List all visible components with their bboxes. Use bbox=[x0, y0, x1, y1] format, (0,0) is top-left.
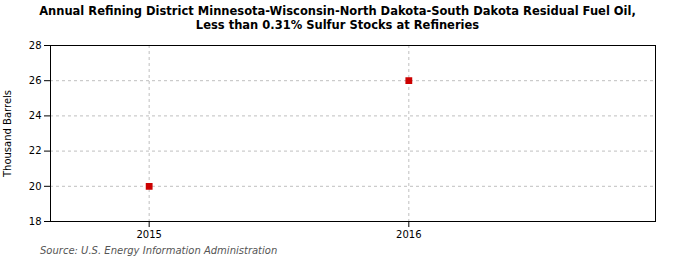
svg-text:18: 18 bbox=[29, 215, 42, 226]
svg-text:24: 24 bbox=[29, 110, 42, 121]
svg-text:28: 28 bbox=[29, 39, 42, 50]
svg-text:26: 26 bbox=[29, 75, 42, 86]
svg-text:2015: 2015 bbox=[136, 228, 161, 239]
svg-text:2016: 2016 bbox=[396, 228, 421, 239]
html-text:Annual Refining District Minne: Annual Refining District Minnesota-Wisco… bbox=[39, 4, 636, 33]
svg-text:Thousand Barrels: Thousand Barrels bbox=[2, 90, 13, 178]
svg-text:20: 20 bbox=[29, 180, 42, 191]
html-text:Source: U.S. Energy Informatio: Source: U.S. Energy Information Administ… bbox=[40, 244, 278, 256]
svg-text:22: 22 bbox=[29, 145, 42, 156]
